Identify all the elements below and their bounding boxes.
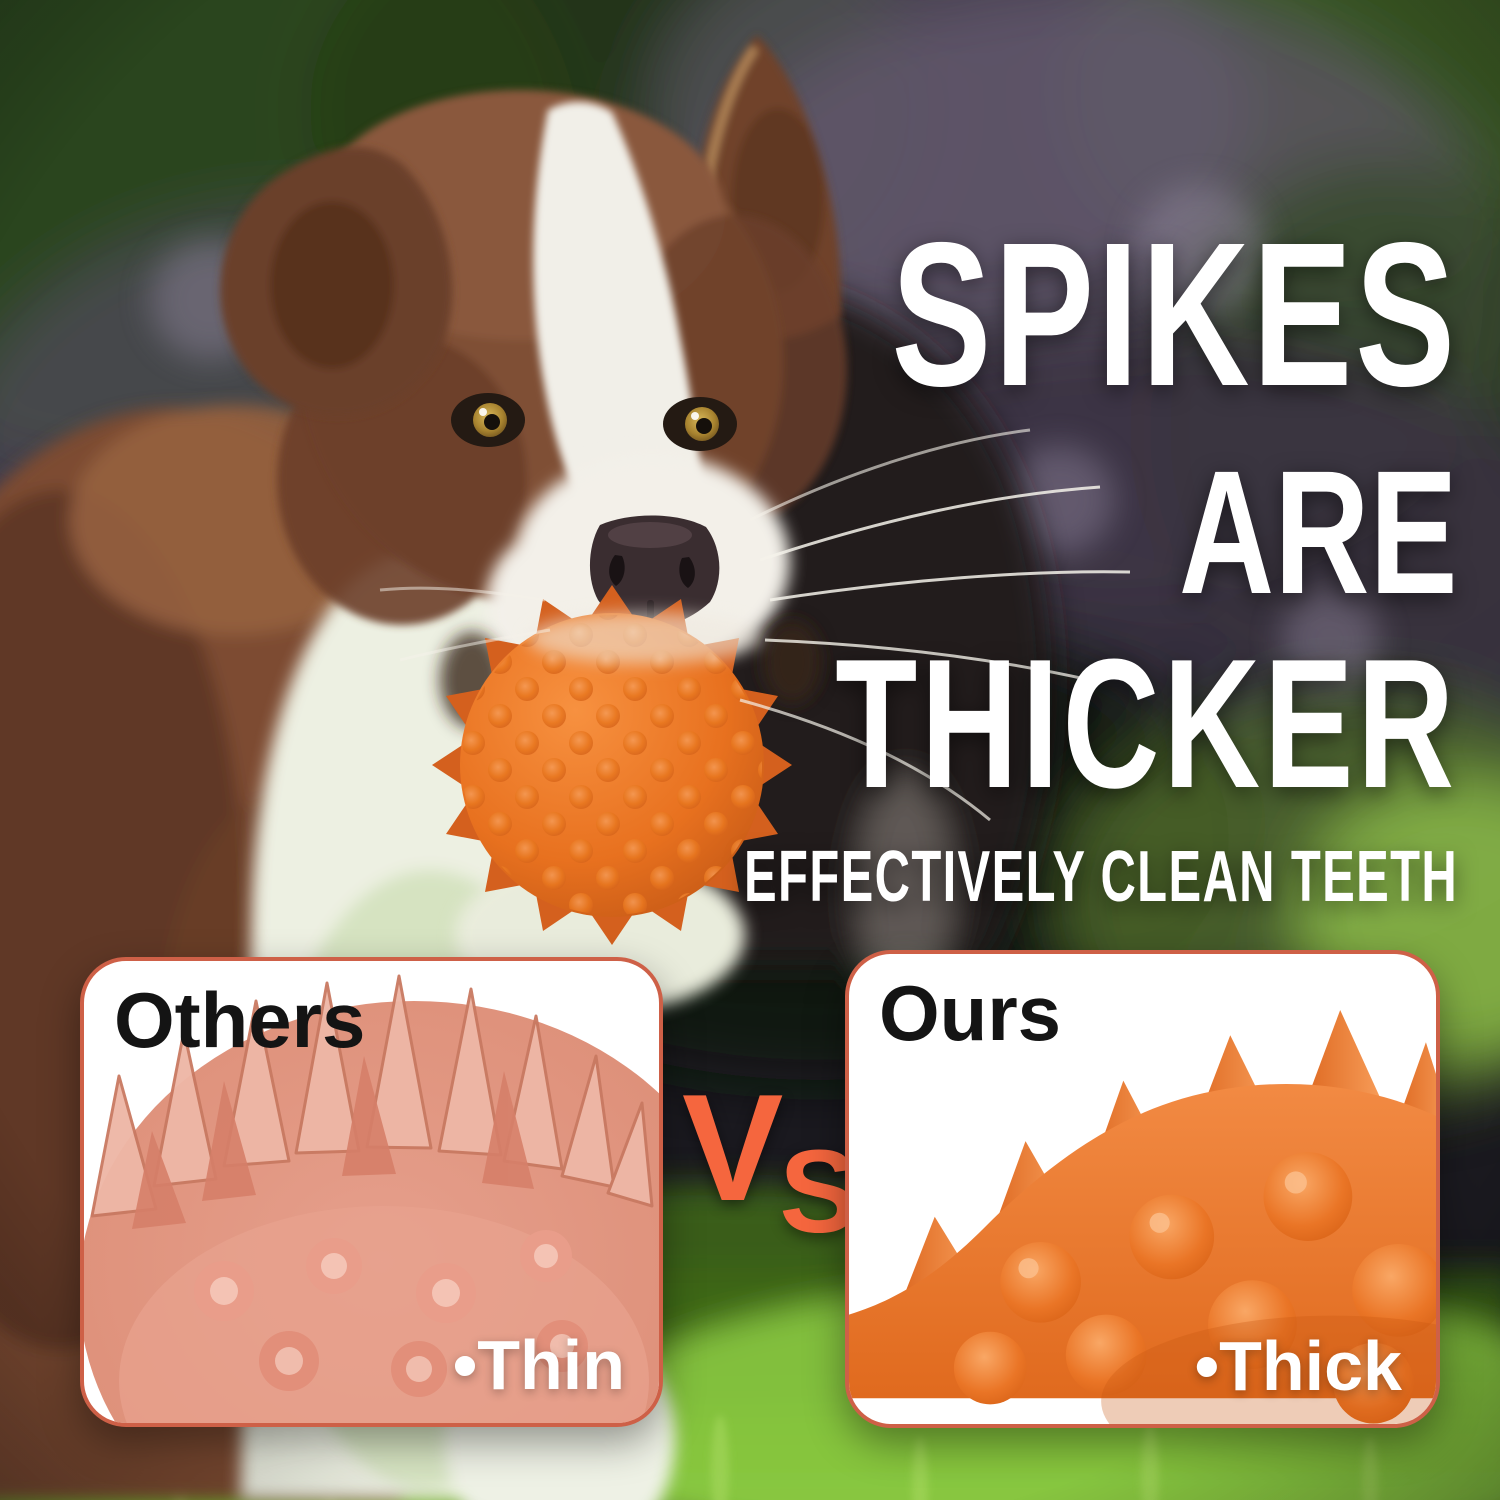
vs-label: VS bbox=[682, 1063, 858, 1251]
headline-tagline: EFFECTIVELY CLEAN TEETH bbox=[743, 837, 1458, 917]
others-title: Others bbox=[114, 976, 366, 1064]
others-panel: Others •Thin bbox=[80, 957, 663, 1427]
headline-line-1: SPIKES bbox=[891, 200, 1458, 429]
ours-panel: Ours •Thick bbox=[845, 950, 1440, 1428]
thin-spikes-illustration bbox=[84, 974, 659, 1423]
others-feature-label: •Thin bbox=[452, 1326, 625, 1404]
headline-line-3: THICKER bbox=[835, 620, 1458, 826]
vs-letter-s: S bbox=[779, 1126, 859, 1258]
ours-title: Ours bbox=[879, 969, 1062, 1057]
vs-letter-v: V bbox=[682, 1063, 784, 1233]
headline-line-2: ARE bbox=[1179, 435, 1458, 631]
ours-feature-label: •Thick bbox=[1194, 1327, 1402, 1405]
thick-spikes-illustration bbox=[849, 1009, 1436, 1424]
headline: SPIKES ARE THICKER EFFECTIVELY CLEAN TEE… bbox=[408, 212, 1458, 913]
